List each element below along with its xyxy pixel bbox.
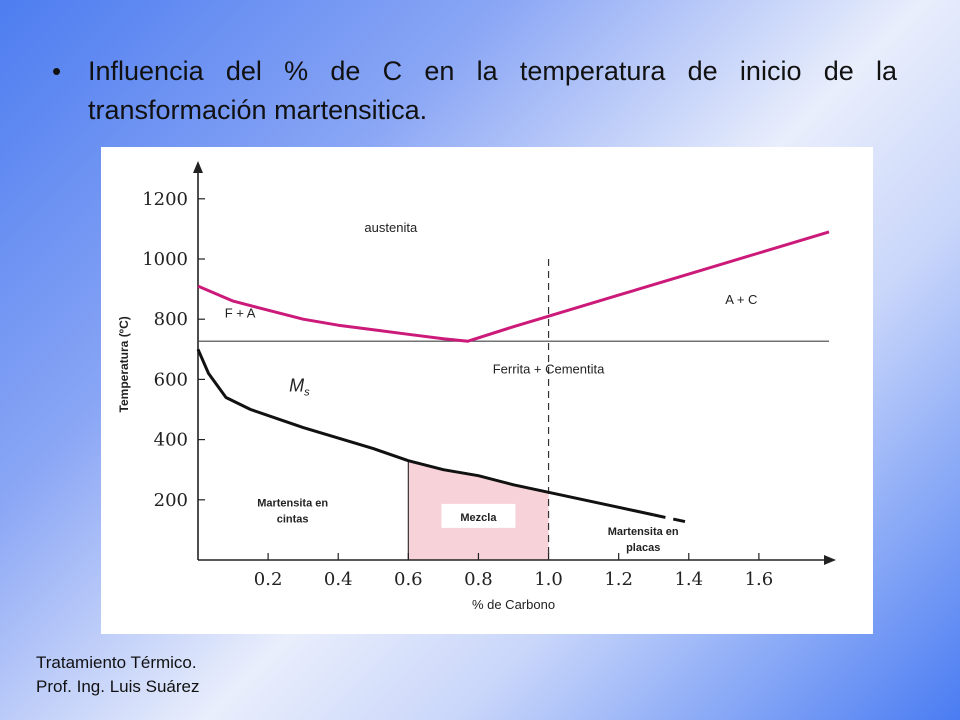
chart-panel: 0.2 0.4 0.6 0.8 1.0 1.2 1.4 1.6 200 400 600 800 1000… — [101, 147, 873, 634]
x-axis-arrow — [824, 555, 836, 565]
footer: Tratamiento Térmico. Prof. Ing. Luis Suá… — [36, 651, 199, 699]
x-tick-label: 1.2 — [604, 569, 633, 590]
ms-curve-line — [196, 348, 655, 517]
bullet-text: Influencia del % de C en la temperatura … — [88, 56, 897, 125]
y-axis-label: Temperatura (ºC) — [117, 316, 131, 412]
x-axis-label: % de Carbono — [472, 597, 555, 612]
region-label-line: Martensita en — [608, 526, 679, 538]
ms-curve-label: Ms — [289, 375, 310, 398]
y-axis-arrow — [193, 161, 203, 173]
region-label: F + A — [225, 306, 256, 321]
bullet-icon: • — [52, 56, 62, 86]
x-tick-label: 0.6 — [394, 569, 423, 590]
austenite-boundary-line — [197, 230, 830, 343]
footer-line-1: Tratamiento Térmico. — [36, 653, 197, 672]
footer-line-2: Prof. Ing. Luis Suárez — [36, 677, 200, 696]
x-tick-label: 1.6 — [745, 569, 774, 590]
region-label-line: placas — [626, 542, 660, 554]
y-tick-label: 400 — [154, 430, 188, 451]
x-tick-label: 1.0 — [534, 569, 563, 590]
bullet-point: • Influencia del % de C en la temperatur… — [52, 52, 897, 130]
x-tick-label: 0.4 — [324, 569, 353, 590]
x-tick-label: 0.2 — [254, 569, 283, 590]
y-tick-label: 1200 — [142, 189, 188, 210]
region-label-line: cintas — [277, 513, 309, 525]
ms-curve-extension — [653, 513, 690, 524]
region-label-line: Martensita en — [257, 497, 328, 509]
mezcla-label-box — [441, 503, 516, 528]
x-tick-label: 1.4 — [674, 569, 703, 590]
x-tick-label: 0.8 — [464, 569, 493, 590]
carbon-temperature-chart: 0.2 0.4 0.6 0.8 1.0 1.2 1.4 1.6 200 400 600 800 1000… — [117, 161, 836, 612]
region-label: A + C — [725, 292, 757, 307]
y-tick-label: 600 — [154, 369, 188, 390]
region-label: Mezcla — [460, 512, 497, 524]
region-label: austenita — [364, 220, 418, 235]
y-tick-label: 1000 — [142, 249, 188, 270]
y-tick-label: 200 — [154, 490, 188, 511]
region-label: Ferrita + Cementita — [493, 361, 605, 376]
y-tick-label: 800 — [154, 309, 188, 330]
